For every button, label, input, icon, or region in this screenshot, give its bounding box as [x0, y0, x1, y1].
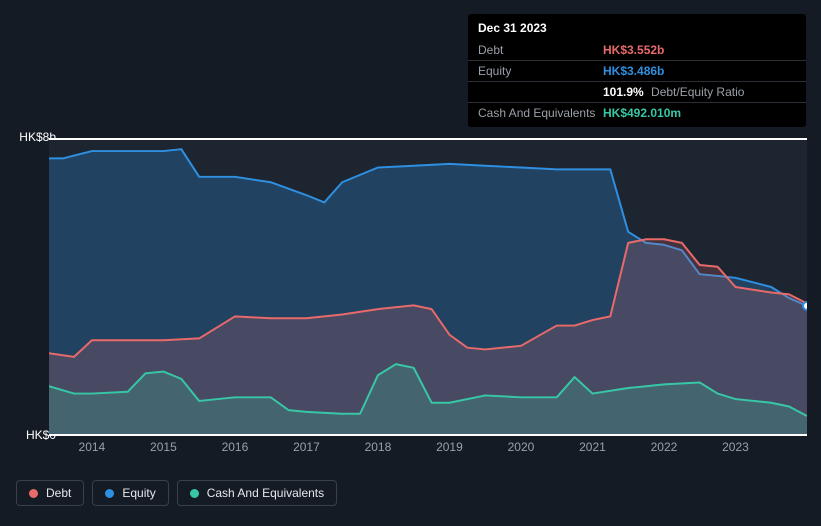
tooltip-row-value: HK$3.552b: [603, 43, 664, 57]
x-axis-tick: 2021: [579, 440, 606, 454]
x-axis-tick: 2022: [651, 440, 678, 454]
x-axis-tick: 2016: [222, 440, 249, 454]
legend-item[interactable]: Debt: [16, 480, 84, 506]
legend-item[interactable]: Equity: [92, 480, 168, 506]
legend-swatch: [29, 489, 38, 498]
tooltip-row-value: 101.9% Debt/Equity Ratio: [603, 85, 744, 99]
debt-equity-chart: HK$8bHK$0 201420152016201720182019202020…: [16, 120, 806, 470]
x-axis-tick: 2023: [722, 440, 749, 454]
x-axis-tick: 2015: [150, 440, 177, 454]
x-axis-tick: 2017: [293, 440, 320, 454]
highlight-marker: [803, 302, 807, 310]
tooltip-row-label: [478, 85, 603, 99]
x-axis-tick: 2018: [365, 440, 392, 454]
tooltip-row-label: Cash And Equivalents: [478, 106, 603, 120]
tooltip-row-value: HK$492.010m: [603, 106, 681, 120]
tooltip-row: EquityHK$3.486b: [468, 61, 806, 82]
tooltip-row-extra: Debt/Equity Ratio: [648, 85, 745, 99]
legend-swatch: [105, 489, 114, 498]
x-axis-tick: 2020: [508, 440, 535, 454]
chart-svg: [49, 140, 807, 434]
tooltip-row-value: HK$3.486b: [603, 64, 664, 78]
legend-label: Equity: [122, 486, 155, 500]
plot-area: [49, 138, 807, 436]
x-axis-tick: 2019: [436, 440, 463, 454]
legend-label: Debt: [46, 486, 71, 500]
chart-tooltip: Dec 31 2023 DebtHK$3.552bEquityHK$3.486b…: [468, 14, 806, 127]
tooltip-row: DebtHK$3.552b: [468, 40, 806, 61]
x-axis: 2014 2015 2016 2017 2018 2019 2020 2021 2022 2023: [49, 440, 807, 460]
chart-legend: Debt Equity Cash And Equivalents: [16, 480, 337, 506]
tooltip-row-label: Equity: [478, 64, 603, 78]
tooltip-row-label: Debt: [478, 43, 603, 57]
legend-swatch: [190, 489, 199, 498]
tooltip-date: Dec 31 2023: [468, 18, 806, 40]
tooltip-row: 101.9% Debt/Equity Ratio: [468, 82, 806, 103]
legend-label: Cash And Equivalents: [207, 486, 324, 500]
x-axis-tick: 2014: [79, 440, 106, 454]
legend-item[interactable]: Cash And Equivalents: [177, 480, 337, 506]
